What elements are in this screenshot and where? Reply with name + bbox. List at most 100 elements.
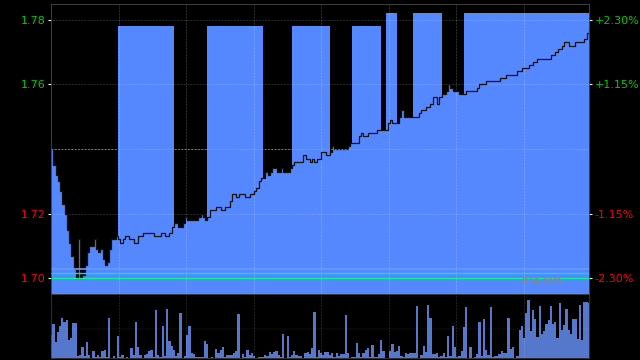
- Bar: [269, 352, 271, 358]
- Bar: [483, 319, 485, 358]
- Bar: [378, 354, 380, 358]
- Bar: [478, 321, 481, 358]
- Bar: [385, 357, 387, 358]
- Bar: [204, 341, 206, 358]
- Bar: [326, 352, 329, 358]
- Bar: [224, 357, 227, 358]
- Bar: [75, 323, 77, 358]
- Bar: [131, 348, 132, 358]
- Bar: [215, 349, 218, 358]
- Bar: [262, 357, 264, 358]
- Bar: [153, 357, 155, 358]
- Bar: [536, 337, 539, 358]
- Bar: [342, 354, 344, 358]
- Bar: [458, 356, 461, 358]
- Bar: [228, 355, 231, 358]
- Bar: [583, 302, 586, 358]
- Bar: [454, 347, 456, 358]
- Bar: [99, 357, 101, 358]
- Bar: [195, 357, 197, 358]
- Bar: [101, 351, 104, 358]
- Bar: [119, 357, 122, 358]
- Bar: [552, 324, 554, 358]
- Bar: [356, 343, 358, 358]
- Bar: [577, 339, 579, 358]
- Bar: [436, 353, 438, 358]
- Bar: [231, 355, 233, 358]
- Bar: [508, 318, 509, 358]
- Bar: [211, 356, 213, 358]
- Bar: [322, 355, 324, 358]
- Bar: [389, 351, 392, 358]
- Bar: [481, 356, 483, 358]
- Bar: [367, 348, 369, 358]
- Bar: [140, 355, 141, 358]
- Bar: [150, 350, 153, 358]
- Bar: [470, 347, 472, 358]
- Bar: [543, 331, 545, 358]
- Bar: [487, 355, 490, 358]
- Bar: [179, 313, 182, 358]
- Bar: [72, 323, 75, 358]
- Bar: [275, 351, 278, 358]
- Bar: [54, 342, 57, 358]
- Bar: [404, 353, 407, 358]
- Bar: [173, 350, 175, 358]
- Bar: [358, 354, 360, 358]
- Bar: [499, 355, 500, 358]
- Bar: [70, 338, 72, 358]
- Bar: [246, 350, 248, 358]
- Bar: [568, 330, 570, 358]
- Bar: [329, 355, 331, 358]
- Bar: [581, 339, 583, 358]
- Bar: [539, 306, 541, 358]
- Bar: [104, 350, 106, 358]
- Bar: [431, 354, 434, 358]
- Text: sina.com: sina.com: [522, 276, 562, 285]
- Bar: [476, 354, 478, 358]
- Bar: [88, 355, 90, 358]
- Bar: [427, 305, 429, 358]
- Bar: [220, 350, 222, 358]
- Bar: [494, 356, 496, 358]
- Bar: [57, 332, 59, 358]
- Bar: [135, 322, 137, 358]
- Bar: [296, 355, 298, 358]
- Bar: [331, 353, 333, 358]
- Bar: [523, 338, 525, 358]
- Bar: [227, 355, 228, 358]
- Bar: [429, 318, 431, 358]
- Bar: [63, 322, 66, 358]
- Bar: [445, 357, 447, 358]
- Bar: [492, 357, 494, 358]
- Bar: [440, 356, 443, 358]
- Bar: [420, 355, 422, 358]
- Bar: [347, 353, 349, 358]
- Bar: [66, 320, 68, 358]
- Bar: [307, 352, 309, 358]
- Bar: [253, 356, 255, 358]
- Bar: [380, 340, 383, 358]
- Bar: [159, 357, 162, 358]
- Bar: [289, 357, 291, 358]
- Bar: [572, 319, 574, 358]
- Bar: [563, 325, 565, 358]
- Bar: [242, 354, 244, 358]
- Bar: [465, 307, 467, 358]
- Bar: [148, 351, 150, 358]
- Bar: [298, 356, 300, 358]
- Bar: [282, 334, 284, 358]
- Bar: [293, 351, 296, 358]
- Bar: [86, 342, 88, 358]
- Bar: [407, 354, 409, 358]
- Bar: [132, 355, 135, 358]
- Bar: [162, 326, 164, 358]
- Bar: [394, 352, 396, 358]
- Bar: [126, 357, 128, 358]
- Bar: [376, 357, 378, 358]
- Bar: [333, 357, 335, 358]
- Bar: [365, 350, 367, 358]
- Bar: [278, 355, 280, 358]
- Bar: [392, 343, 394, 358]
- Bar: [248, 355, 251, 358]
